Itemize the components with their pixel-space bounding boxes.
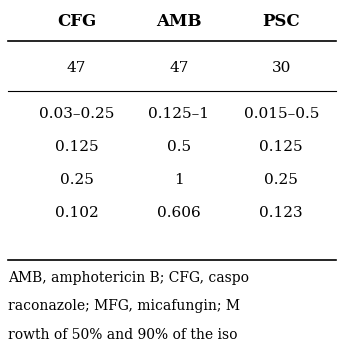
Text: PSC: PSC xyxy=(262,13,300,30)
Text: 0.5: 0.5 xyxy=(167,140,191,154)
Text: raconazole; MFG, micafungin; M: raconazole; MFG, micafungin; M xyxy=(8,300,240,313)
Text: AMB, amphotericin B; CFG, caspo: AMB, amphotericin B; CFG, caspo xyxy=(8,271,249,285)
Text: 0.015–0.5: 0.015–0.5 xyxy=(244,107,319,121)
Text: 0.25: 0.25 xyxy=(264,173,298,187)
Text: 0.102: 0.102 xyxy=(55,206,98,221)
Text: 0.125–1: 0.125–1 xyxy=(148,107,209,121)
Text: CFG: CFG xyxy=(57,13,96,30)
Text: 0.123: 0.123 xyxy=(259,206,303,221)
Text: 0.03–0.25: 0.03–0.25 xyxy=(39,107,114,121)
Text: 1: 1 xyxy=(174,173,184,187)
Text: 0.125: 0.125 xyxy=(259,140,303,154)
Text: AMB: AMB xyxy=(156,13,202,30)
Text: rowth of 50% and 90% of the iso: rowth of 50% and 90% of the iso xyxy=(8,327,238,342)
Text: 0.25: 0.25 xyxy=(60,173,93,187)
Text: 0.606: 0.606 xyxy=(157,206,201,221)
Text: 30: 30 xyxy=(271,61,291,75)
Text: 0.125: 0.125 xyxy=(55,140,98,154)
Text: 47: 47 xyxy=(169,61,189,75)
Text: 47: 47 xyxy=(67,61,86,75)
